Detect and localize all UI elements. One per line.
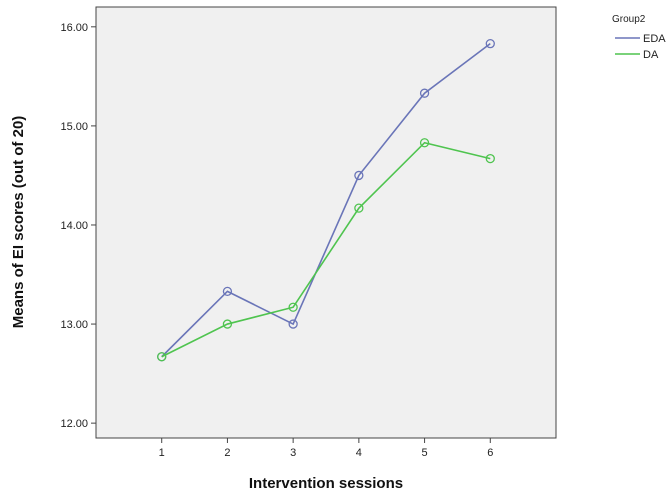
- data-point: [419, 88, 430, 98]
- data-point: [485, 153, 495, 164]
- legend: Group2 EDA DA: [612, 14, 666, 61]
- y-tick-label: 14.00: [60, 220, 88, 232]
- x-tick-label: 1: [159, 447, 165, 459]
- x-tick-label: 2: [224, 447, 230, 459]
- data-point: [354, 170, 364, 181]
- data-point: [419, 138, 430, 148]
- x-axis: 1 2 3 4 5 6: [159, 438, 493, 459]
- y-axis: 12.00 13.00 14.00 15.00 16.00: [60, 22, 96, 430]
- series-da: [157, 138, 495, 362]
- series-line: [161, 141, 491, 358]
- x-tick-label: 5: [422, 447, 428, 459]
- legend-item-label: EDA: [643, 33, 666, 45]
- y-tick-label: 12.00: [60, 418, 88, 430]
- x-tick-label: 3: [290, 447, 296, 459]
- y-tick-label: 16.00: [60, 22, 88, 34]
- series-line: [161, 43, 491, 358]
- y-axis-title: Means of EI scores (out of 20): [10, 116, 27, 329]
- x-axis-title: Intervention sessions: [249, 475, 403, 492]
- legend-item-label: DA: [643, 49, 659, 61]
- series-layer: [157, 39, 495, 362]
- data-point: [354, 203, 364, 213]
- data-point: [157, 352, 167, 362]
- y-tick-label: 15.00: [60, 121, 88, 133]
- data-point: [222, 286, 233, 297]
- legend-title: Group2: [612, 14, 646, 25]
- data-point: [288, 319, 298, 329]
- data-point: [485, 39, 495, 49]
- x-tick-label: 6: [487, 447, 493, 459]
- y-tick-label: 13.00: [60, 319, 88, 331]
- data-point: [222, 319, 233, 329]
- data-point: [288, 302, 298, 312]
- plot-area: [95, 6, 557, 439]
- x-tick-label: 4: [356, 447, 362, 459]
